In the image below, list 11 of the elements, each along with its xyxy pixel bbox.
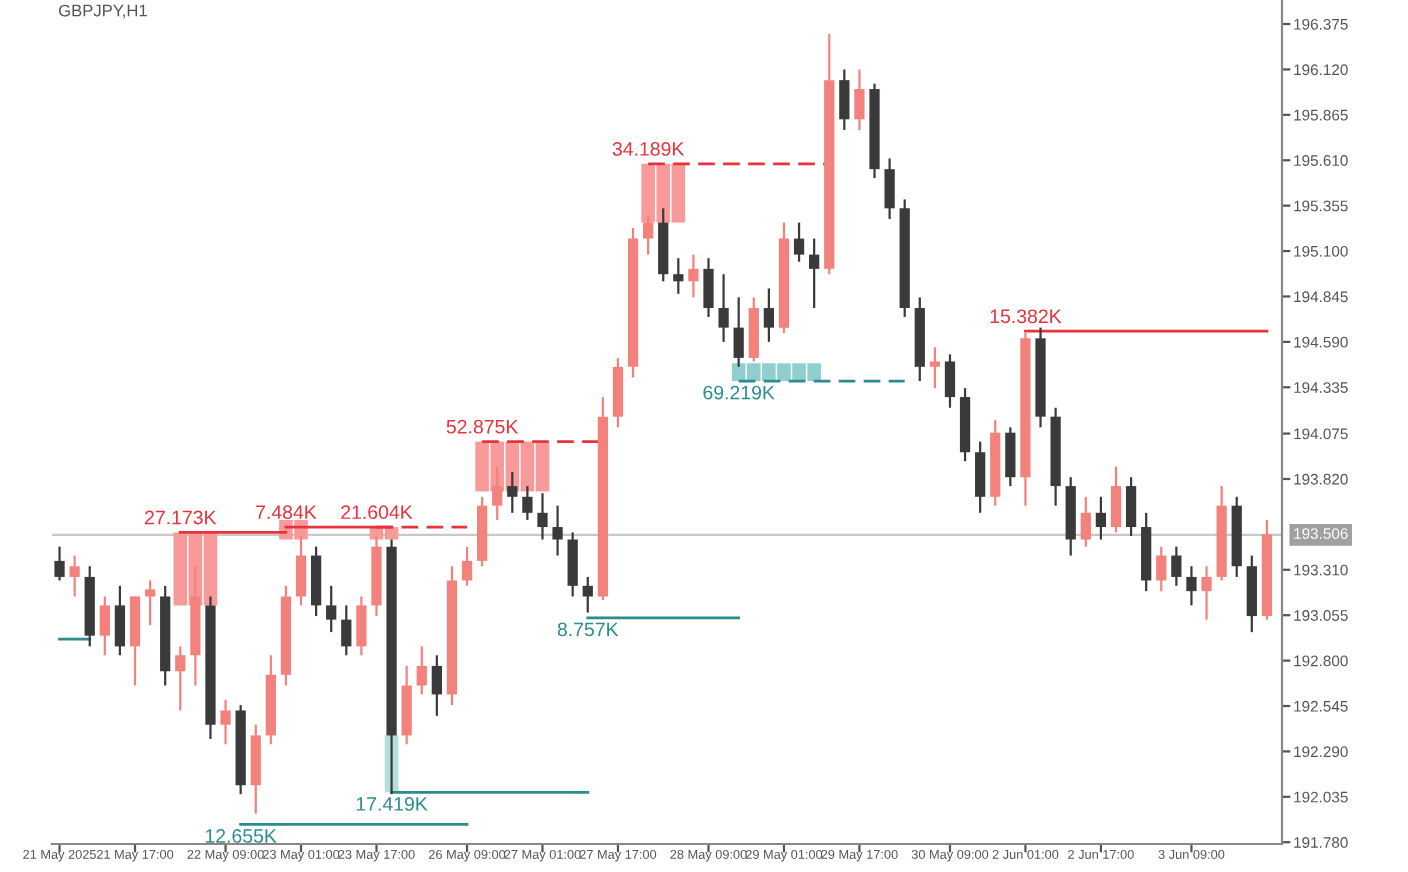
- series-label: 52.875K: [446, 419, 519, 434]
- series-label: 21.604K: [341, 505, 413, 520]
- series-label: 8.757K: [557, 622, 619, 637]
- series-label: 27.173K: [145, 510, 217, 525]
- series-label: 69.219K: [703, 385, 775, 400]
- series-label: 12.655K: [205, 829, 277, 843]
- series-label: 15.382K: [990, 309, 1062, 324]
- series-label: 34.189K: [612, 142, 685, 156]
- series-label: 7.484K: [256, 505, 317, 520]
- chart-title: GBPJPY,H1: [58, 4, 147, 19]
- series-label: 17.419K: [356, 797, 428, 811]
